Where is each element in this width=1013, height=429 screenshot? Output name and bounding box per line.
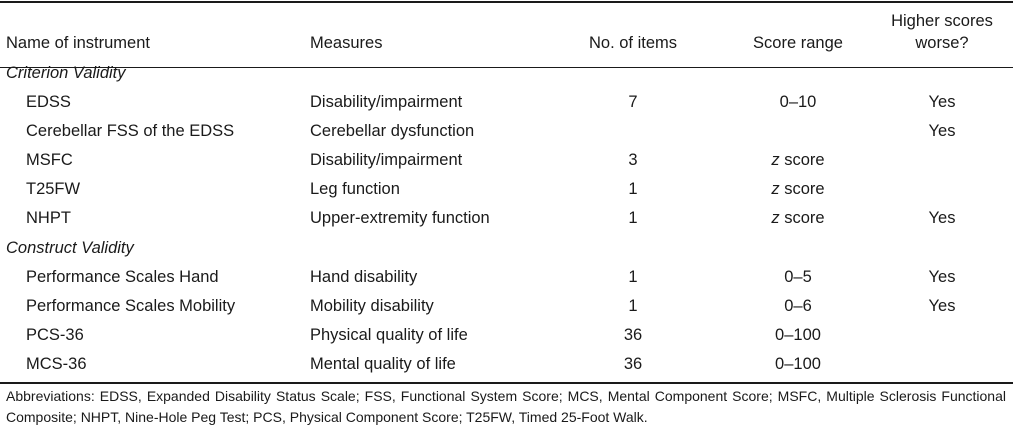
row-items: 3 — [628, 151, 638, 169]
row-range: 0–10 — [779, 93, 817, 111]
header-rule — [0, 67, 1013, 68]
header-worse-line2: worse? — [915, 34, 969, 52]
row-measures: Upper-extremity function — [310, 209, 490, 227]
row-worse: Yes — [928, 268, 956, 286]
row-name: Performance Scales Hand — [26, 268, 219, 286]
row-worse: Yes — [928, 297, 956, 315]
row-measures: Cerebellar dysfunction — [310, 122, 475, 140]
header-worse-line1: Higher scores — [891, 12, 993, 30]
row-items: 1 — [628, 297, 638, 315]
row-worse: Yes — [928, 93, 956, 111]
row-measures: Disability/impairment — [310, 93, 463, 111]
row-items: 1 — [628, 268, 638, 286]
table-top-rule — [0, 1, 1013, 3]
section-title-construct: Construct Validity — [6, 239, 134, 257]
row-range: 0–5 — [784, 268, 812, 286]
row-name: Performance Scales Mobility — [26, 297, 236, 315]
row-range: z score — [723, 208, 873, 228]
header-range: Score range — [753, 34, 843, 52]
row-range: z score — [723, 150, 873, 170]
row-name: Cerebellar FSS of the EDSS — [26, 122, 235, 140]
row-items: 36 — [623, 326, 643, 344]
row-range: 0–6 — [784, 297, 812, 315]
row-measures: Mobility disability — [310, 297, 434, 315]
row-name: EDSS — [26, 93, 71, 111]
row-measures: Leg function — [310, 180, 400, 198]
row-measures: Hand disability — [310, 268, 418, 286]
row-worse: Yes — [928, 122, 956, 140]
table-bottom-rule — [0, 382, 1013, 384]
header-name: Name of instrument — [6, 34, 150, 52]
row-range: 0–100 — [775, 355, 821, 373]
row-name: PCS-36 — [26, 326, 84, 344]
z-prefix: z — [771, 209, 780, 227]
range-text: score — [784, 209, 825, 227]
row-items: 7 — [628, 93, 638, 111]
row-measures: Disability/impairment — [310, 151, 463, 169]
row-items: 1 — [628, 209, 638, 227]
range-text: score — [784, 180, 825, 198]
abbreviations-footnote: Abbreviations: EDSS, Expanded Disability… — [6, 388, 1006, 425]
z-prefix: z — [771, 180, 780, 198]
row-range: z score — [723, 179, 873, 199]
row-measures: Physical quality of life — [310, 326, 468, 344]
section-title-criterion: Criterion Validity — [6, 64, 126, 82]
row-items: 1 — [628, 180, 638, 198]
row-name: MCS-36 — [26, 355, 87, 373]
row-name: T25FW — [26, 180, 81, 198]
row-measures: Mental quality of life — [310, 355, 456, 373]
row-worse: Yes — [928, 209, 956, 227]
range-text: score — [784, 151, 825, 169]
header-items: No. of items — [588, 34, 678, 52]
row-name: MSFC — [26, 151, 73, 169]
header-measures: Measures — [310, 34, 383, 52]
z-prefix: z — [771, 151, 780, 169]
row-name: NHPT — [26, 209, 71, 227]
row-range: 0–100 — [775, 326, 821, 344]
row-items: 36 — [623, 355, 643, 373]
